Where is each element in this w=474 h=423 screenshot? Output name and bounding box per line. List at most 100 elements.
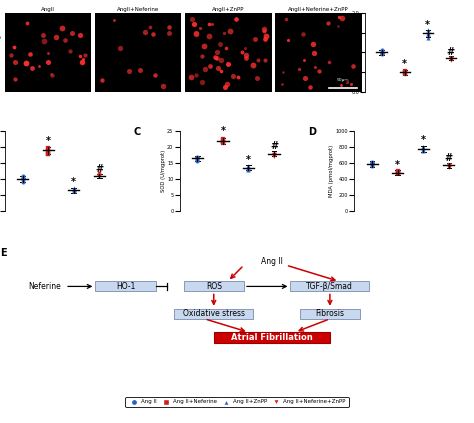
Point [193,154,201,161]
Point [242,51,249,58]
Point [307,83,314,90]
Point [301,74,309,81]
Point [35,62,43,69]
Point [221,84,228,91]
Point [299,31,307,38]
Point [334,23,341,30]
Point [44,50,52,57]
Text: E: E [0,248,7,258]
Point [368,162,376,169]
Point [19,173,27,180]
Point [424,30,431,37]
Text: Ang II: Ang II [261,257,283,266]
Point [39,31,47,38]
Point [250,61,257,68]
Point [445,162,453,169]
Point [211,54,219,60]
Point [219,136,227,143]
Point [193,158,201,165]
Text: *: * [421,135,426,146]
Point [149,31,157,38]
Point [159,82,166,89]
Point [48,72,55,79]
Title: AngII+Neferine+ZnPP: AngII+Neferine+ZnPP [288,7,349,11]
Point [224,60,232,67]
Point [219,139,227,146]
Y-axis label: SOD (U/mgprot): SOD (U/mgprot) [161,150,165,192]
Point [193,154,201,161]
Text: #: # [95,164,103,174]
Point [279,81,286,88]
Point [227,28,234,35]
Point [76,52,84,59]
Point [445,162,453,168]
Point [229,72,237,79]
Point [45,149,52,156]
Point [279,69,287,76]
Point [445,163,453,170]
Point [347,81,355,88]
Y-axis label: MDA (pmol/mgprot): MDA (pmol/mgprot) [329,145,334,197]
Text: *: * [425,20,430,30]
Point [19,175,27,182]
Point [98,77,106,83]
Point [245,166,252,173]
Point [70,185,78,192]
Text: Neferine: Neferine [28,282,61,291]
Point [311,64,319,71]
Point [445,161,453,168]
Point [245,165,252,171]
Point [22,60,29,66]
Point [187,73,195,80]
Point [190,20,198,27]
Text: Atrial Fibrillation: Atrial Fibrillation [231,333,313,342]
Point [401,69,409,76]
Point [368,159,376,166]
Point [270,153,278,159]
Point [447,57,455,63]
Text: *: * [220,126,226,137]
Point [219,139,227,146]
Point [238,49,246,56]
Point [394,169,401,176]
Point [245,162,252,169]
Point [445,164,453,170]
Point [221,30,228,36]
Point [213,48,221,55]
Text: D: D [308,127,316,137]
Point [261,36,269,42]
Text: Fibrosis: Fibrosis [315,309,345,318]
Y-axis label: DHE staining: DHE staining [0,36,2,69]
Point [95,172,103,179]
Point [401,70,409,77]
Point [224,80,231,87]
Point [218,68,225,74]
Point [117,45,124,52]
Y-axis label: Relative DHE intensity: Relative DHE intensity [345,23,350,82]
Point [368,158,376,165]
FancyBboxPatch shape [174,309,253,319]
Point [136,66,144,73]
Point [209,21,216,27]
Point [378,50,385,57]
Point [95,172,103,179]
Point [197,25,204,31]
Point [217,56,224,63]
Point [368,160,376,167]
Point [378,50,385,57]
Point [78,58,85,65]
Point [11,58,18,65]
Point [95,172,103,179]
Point [47,70,55,77]
Point [419,147,427,154]
Point [300,57,308,63]
Point [45,151,52,158]
Text: #: # [445,153,453,163]
Point [23,20,31,27]
Point [165,29,173,36]
Point [219,138,227,145]
Point [270,151,278,158]
Point [219,137,227,144]
Text: #: # [270,141,278,151]
Point [419,144,427,151]
